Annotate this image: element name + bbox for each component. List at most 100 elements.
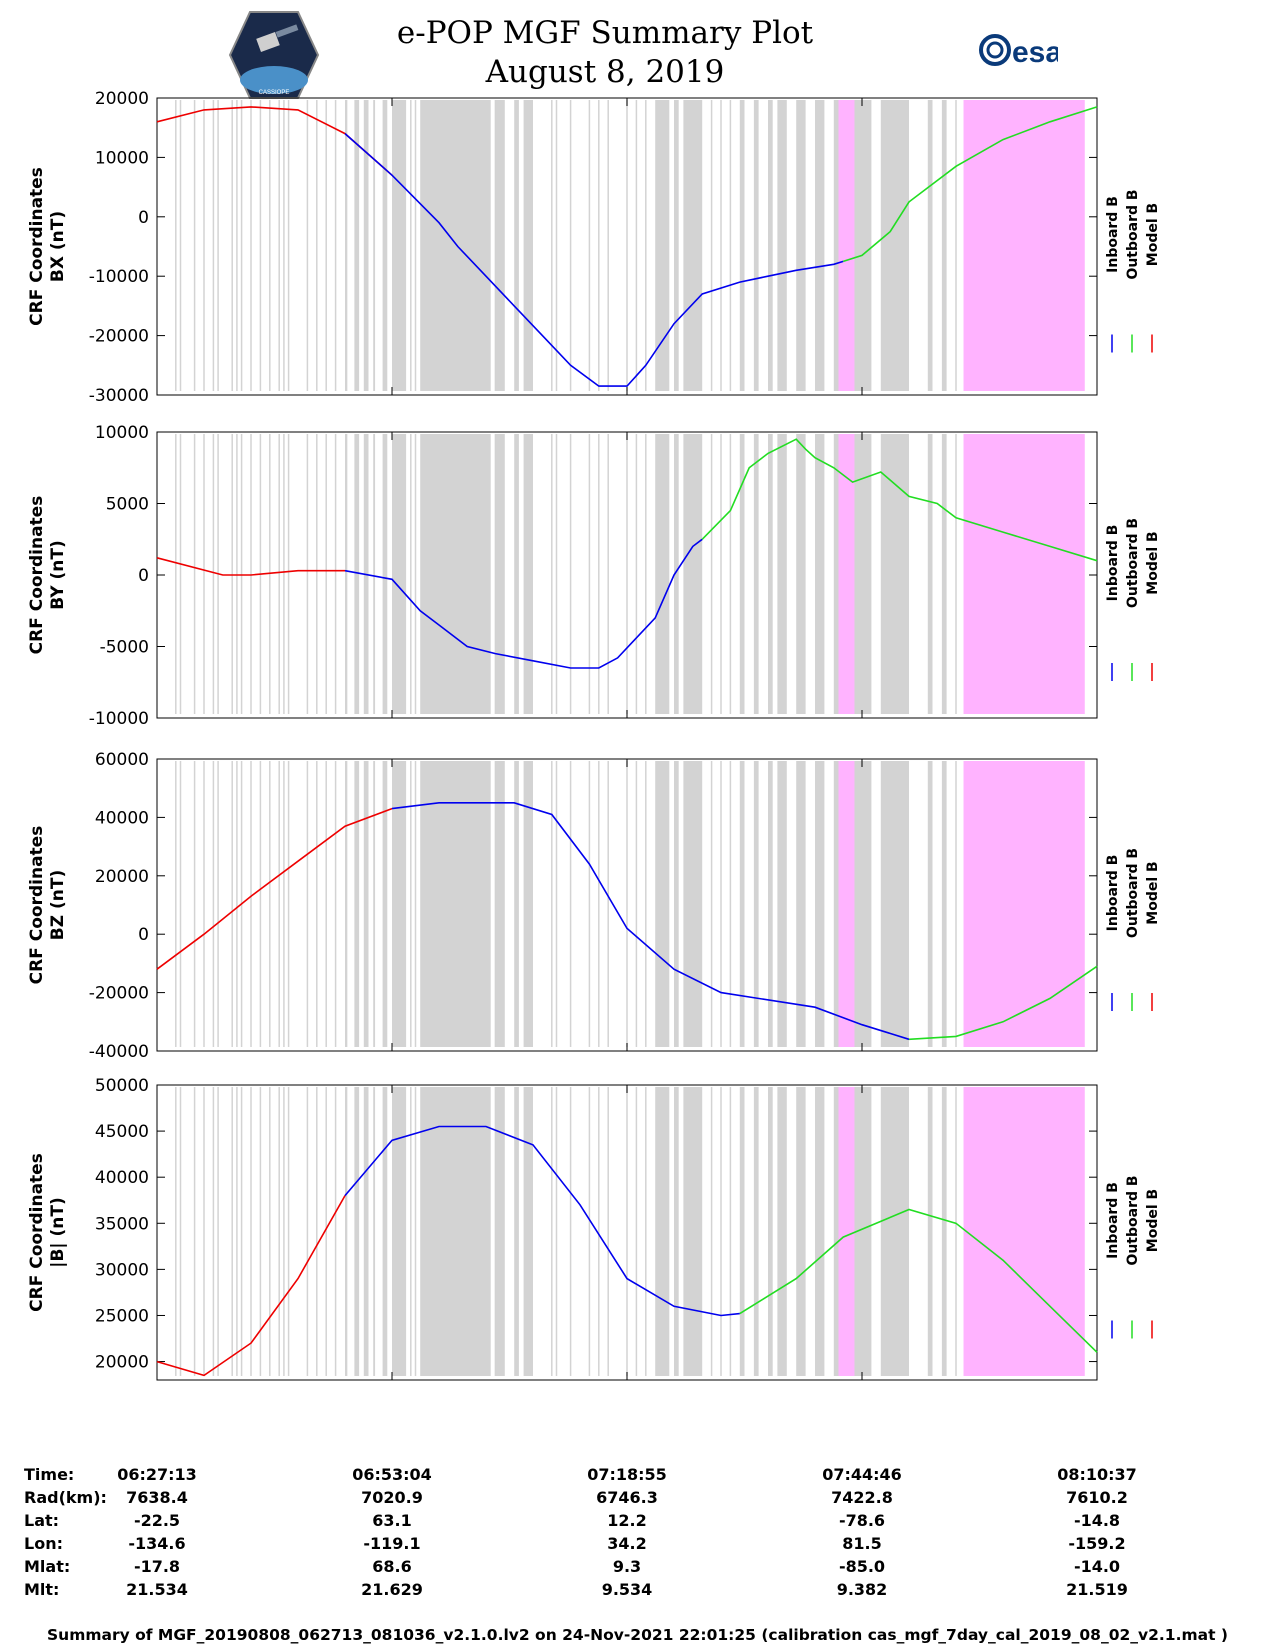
- data-gap-band: [683, 100, 703, 391]
- y-tick-label: -20000: [89, 984, 149, 1004]
- table-cell: 07:18:55: [587, 1465, 667, 1484]
- data-gap-band: [768, 761, 773, 1047]
- data-gap-band: [777, 434, 787, 714]
- table-row-label: Rad(km):: [24, 1488, 107, 1507]
- data-gap-band: [880, 100, 909, 391]
- y-tick-label: -10000: [89, 267, 149, 287]
- table-cell: 7638.4: [126, 1488, 188, 1507]
- y-tick-label: 10000: [95, 148, 149, 168]
- data-gap-band: [354, 100, 360, 391]
- chart-panel-4: 50000 45000 40000 35000 30000 25000 20000 CRF C…: [27, 1076, 1161, 1381]
- y-axis-label-line1: CRF Coordinates: [27, 1153, 47, 1312]
- data-gap-band: [880, 434, 909, 714]
- table-row-label: Lon:: [24, 1534, 63, 1553]
- table-cell: 7020.9: [361, 1488, 423, 1507]
- y-tick-label: 0: [138, 566, 149, 586]
- data-gap-band: [852, 434, 872, 714]
- table-cell: 34.2: [607, 1534, 647, 1553]
- y-axis-label: CRF CoordinatesBZ (nT): [27, 826, 68, 985]
- chart-panel-1: 20000 10000 0 -10000 -20000 -30000 CRF Coordin…: [27, 89, 1161, 406]
- data-gap-band: [927, 100, 933, 391]
- series-line-inboard-b: [344, 133, 844, 387]
- data-gap-band: [683, 434, 703, 714]
- data-gap-band: [495, 434, 505, 714]
- footer-summary: Summary of MGF_20190808_062713_081036_v2…: [47, 1626, 1228, 1644]
- data-gap-band: [777, 1087, 787, 1376]
- y-axis-label-line1: CRF Coordinates: [27, 496, 47, 655]
- y-tick-label: 60000: [95, 750, 149, 770]
- series-line-model-b: [156, 557, 345, 576]
- table-row-label: Mlt:: [24, 1580, 60, 1599]
- series-line-inboard-b: [344, 538, 703, 669]
- data-gap-band: [420, 761, 491, 1047]
- data-gap-band: [523, 761, 533, 1047]
- table-cell: 12.2: [607, 1511, 647, 1530]
- highlight-band: [963, 1087, 1085, 1376]
- data-gap-band: [373, 1087, 376, 1376]
- data-gap-band: [753, 761, 759, 1047]
- legend-label: Model B: [1145, 861, 1161, 924]
- data-gap-band: [796, 100, 806, 391]
- table-cell: 7422.8: [831, 1488, 893, 1507]
- data-gap-band: [753, 1087, 759, 1376]
- table-cell: 68.6: [372, 1557, 412, 1576]
- y-tick-label: 45000: [95, 1122, 149, 1142]
- y-axis-label-line2: BY (nT): [48, 540, 68, 610]
- legend-label: Model B: [1145, 203, 1161, 266]
- table-cell: 63.1: [372, 1511, 412, 1530]
- y-tick-label: 30000: [95, 1260, 149, 1280]
- y-tick-label: 40000: [95, 1168, 149, 1188]
- data-gap-band: [768, 100, 773, 391]
- data-gap-band: [815, 434, 825, 714]
- table-cell: 9.534: [601, 1580, 653, 1599]
- y-axis-label: CRF Coordinates|B| (nT): [27, 1153, 68, 1312]
- data-gap-band: [674, 100, 679, 391]
- table-cell: -78.6: [838, 1511, 886, 1530]
- data-gap-band: [392, 1087, 407, 1376]
- data-gap-band: [420, 100, 491, 391]
- data-gap-band: [363, 1087, 369, 1376]
- data-gap-band: [941, 1087, 947, 1376]
- y-tick-label: -20000: [89, 327, 149, 347]
- legend-label: Outboard B: [1125, 518, 1141, 608]
- series-line-inboard-b: [391, 801, 910, 1041]
- data-gap-band: [815, 1087, 825, 1376]
- data-gap-band: [768, 1087, 773, 1376]
- data-gap-band: [880, 761, 909, 1047]
- data-gap-band: [852, 761, 872, 1047]
- data-gap-band: [739, 761, 745, 1047]
- data-gap-band: [655, 761, 670, 1047]
- table-cell: -119.1: [363, 1534, 421, 1553]
- data-gap-band: [420, 434, 491, 714]
- data-gap-band: [523, 434, 533, 714]
- data-gap-band: [655, 434, 670, 714]
- table-row-label: Mlat:: [24, 1557, 71, 1576]
- table-row-label: Time:: [24, 1465, 75, 1484]
- y-tick-label: -30000: [89, 386, 149, 406]
- ephemeris-table: Time: Rad(km): Lat: Lon: Mlat: Mlt: 06:27:13 76…: [0, 1465, 1275, 1635]
- data-gap-band: [345, 434, 348, 714]
- data-gap-band: [674, 1087, 679, 1376]
- legend-label: Inboard B: [1105, 196, 1121, 273]
- data-gap-band: [927, 1087, 933, 1376]
- highlight-band: [838, 434, 855, 714]
- y-axis-label-line1: CRF Coordinates: [27, 167, 47, 326]
- table-cell: 06:27:13: [117, 1465, 197, 1484]
- plot-panels: 20000 10000 0 -10000 -20000 -30000 CRF Coordin…: [27, 89, 1161, 1381]
- y-tick-label: -10000: [89, 709, 149, 729]
- data-gap-band: [345, 1087, 348, 1376]
- data-gap-band: [523, 1087, 533, 1376]
- plot-title: e-POP MGF Summary Plot August 8, 2019: [330, 14, 880, 92]
- data-gap-band: [674, 434, 679, 714]
- esa-logo-text: esa: [1012, 36, 1058, 69]
- data-gap-band: [768, 434, 773, 714]
- y-axis-label-line1: CRF Coordinates: [27, 826, 47, 985]
- data-gap-band: [373, 100, 376, 391]
- data-gap-band: [420, 1087, 491, 1376]
- data-gap-band: [363, 761, 369, 1047]
- y-axis-label-line2: BZ (nT): [48, 870, 68, 940]
- data-gap-band: [852, 100, 872, 391]
- data-gap-band: [927, 761, 933, 1047]
- data-gap-band: [392, 434, 407, 714]
- highlight-band: [963, 761, 1085, 1047]
